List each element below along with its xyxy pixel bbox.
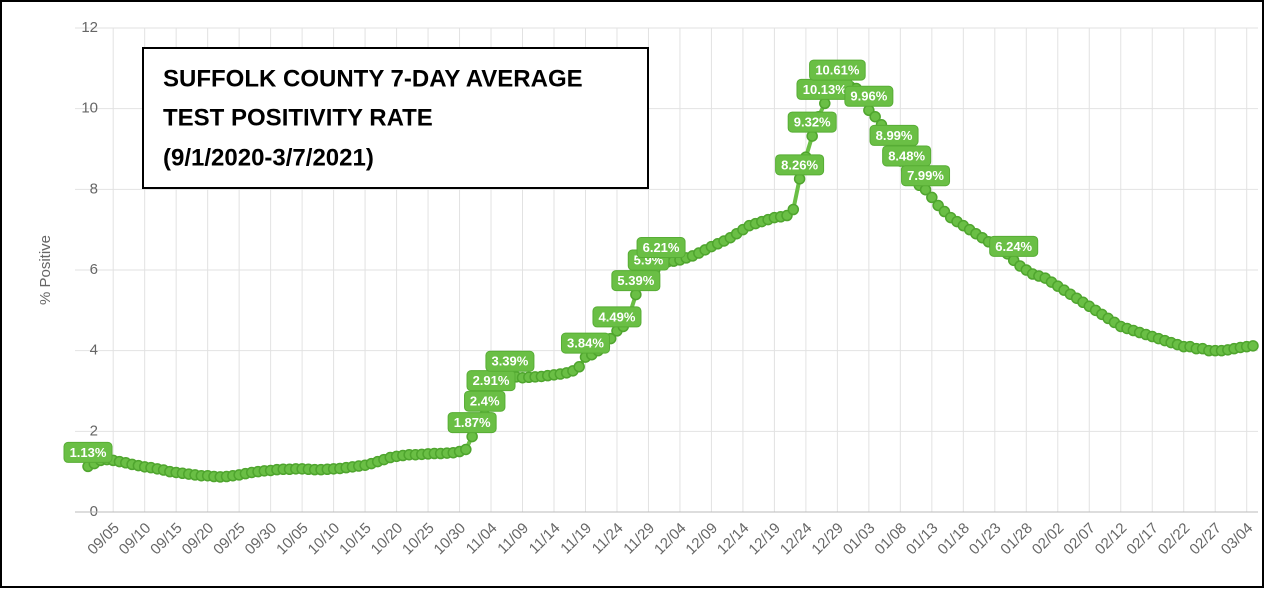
value-label: 5.39% <box>617 273 654 288</box>
value-label: 9.96% <box>850 89 887 104</box>
value-label-bg <box>787 111 837 133</box>
value-label: 10.61% <box>815 63 860 78</box>
annotation-box <box>142 47 649 189</box>
data-point <box>460 443 472 456</box>
annotation-line: SUFFOLK COUNTY 7-DAY AVERAGE <box>163 65 583 92</box>
annotation-line: (9/1/2020-3/7/2021) <box>163 144 374 171</box>
value-label-bg <box>464 390 506 412</box>
y-tick-label: 8 <box>90 180 98 197</box>
value-label-bg <box>901 165 951 187</box>
y-tick-label: 2 <box>90 422 98 439</box>
value-label-bg <box>636 237 686 259</box>
value-label: 7.99% <box>907 168 944 183</box>
data-point <box>573 361 585 373</box>
value-label: 8.99% <box>876 128 913 143</box>
data-point <box>787 203 800 216</box>
value-label: 8.48% <box>888 148 925 163</box>
value-label: 10.13% <box>803 82 848 97</box>
value-label: 1.87% <box>454 415 491 430</box>
y-tick-label: 10 <box>81 100 98 117</box>
y-tick-label: 0 <box>90 503 98 520</box>
value-label-bg <box>63 441 113 463</box>
value-label-bg <box>447 412 497 434</box>
value-label-bg <box>844 85 894 107</box>
value-label: 3.84% <box>567 336 604 351</box>
value-label-bg <box>485 350 535 372</box>
value-label: 2.91% <box>473 373 510 388</box>
value-label: 9.32% <box>794 115 831 130</box>
data-point <box>1247 340 1259 352</box>
value-label-bg <box>592 306 642 328</box>
y-axis-title: % Positive <box>37 235 54 305</box>
value-label-bg <box>560 332 610 354</box>
value-label-bg <box>809 59 866 81</box>
data-point <box>806 130 818 142</box>
y-tick-label: 12 <box>81 19 98 36</box>
y-tick-label: 6 <box>90 261 98 278</box>
value-label: 6.24% <box>995 239 1032 254</box>
value-label-bg <box>775 154 825 176</box>
y-tick-label: 4 <box>90 342 98 359</box>
data-point <box>869 110 881 123</box>
annotation-line: TEST POSITIVITY RATE <box>163 104 433 131</box>
value-label: 4.49% <box>599 309 636 324</box>
data-point <box>926 191 938 204</box>
value-label: 1.13% <box>70 445 107 460</box>
value-label: 3.39% <box>491 354 528 369</box>
value-label: 8.26% <box>781 157 818 172</box>
value-label: 6.21% <box>643 240 680 255</box>
value-label-bg <box>869 124 919 146</box>
value-label-bg <box>989 235 1039 257</box>
value-label-bg <box>611 270 661 292</box>
value-label: 2.4% <box>470 394 500 409</box>
